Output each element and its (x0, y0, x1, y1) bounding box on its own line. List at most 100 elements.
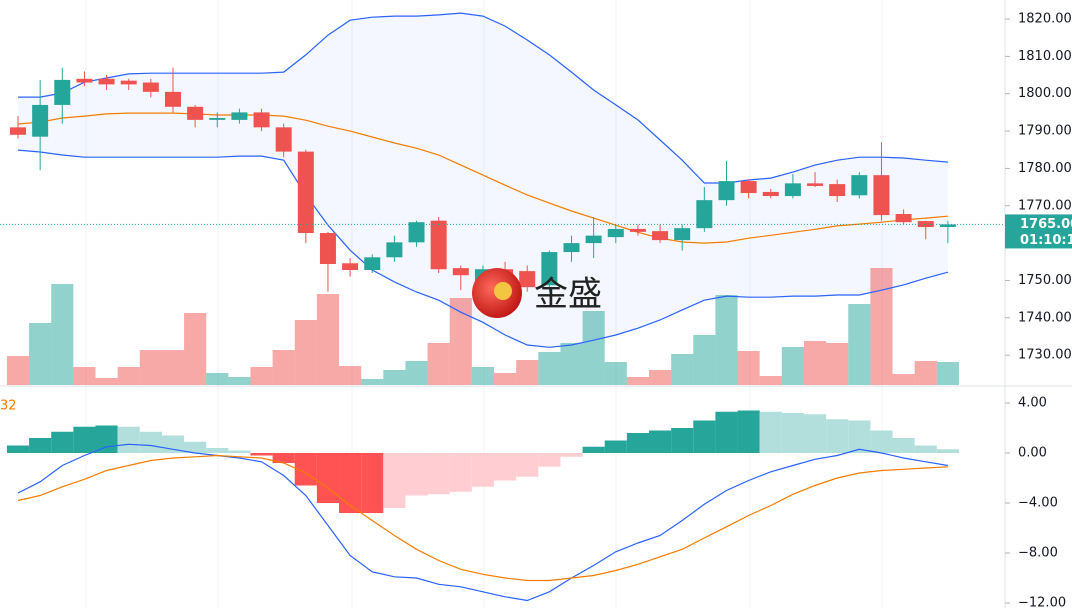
macd-histogram-bar (51, 431, 74, 453)
macd-histogram-bar (759, 411, 782, 453)
candle-body (652, 231, 669, 241)
macd-histogram-bar (494, 453, 517, 481)
volume-bar (272, 350, 295, 385)
candle-body (696, 200, 713, 229)
volume-bar (737, 351, 760, 385)
candle-body (607, 228, 624, 238)
volume-bar (914, 361, 937, 385)
volume-bar (383, 370, 406, 385)
candle-body (851, 175, 868, 196)
macd-histogram-bar (250, 453, 273, 456)
macd-histogram-bar (781, 413, 804, 453)
macd-histogram-bar (339, 453, 362, 513)
candle-body (187, 106, 204, 120)
macd-histogram-bar (206, 448, 229, 453)
volume-bar (648, 370, 672, 385)
macd-histogram-bar (516, 453, 539, 477)
volume-bar (73, 367, 96, 385)
y-tick-label: 1780.00 (1018, 161, 1072, 176)
macd-histogram-bar (538, 453, 561, 467)
macd-histogram-bar (361, 453, 384, 513)
volume-bar (95, 378, 118, 385)
macd-histogram-bar (848, 420, 871, 453)
macd-histogram-bar (471, 453, 495, 487)
volume-bar (427, 343, 450, 385)
macd-histogram-bar (228, 450, 251, 453)
candle-body (319, 233, 336, 265)
candle-body (762, 191, 779, 197)
macd-histogram-bar (671, 428, 694, 453)
volume-bar (449, 298, 472, 385)
volume-bar (339, 366, 362, 385)
volume-bar (848, 304, 871, 385)
y-tick-label: −8.00 (1018, 546, 1058, 561)
candle-body (807, 183, 824, 186)
candle-body (452, 268, 469, 276)
volume-bar (471, 367, 495, 385)
candle-body (917, 221, 934, 228)
volume-bar (715, 295, 738, 385)
volume-bar (228, 377, 251, 385)
macd-histogram-bar (6, 445, 30, 453)
macd-histogram-bar (405, 453, 428, 496)
volume-bar (316, 294, 340, 385)
y-tick-label: 1750.00 (1018, 273, 1072, 288)
candle-body (386, 242, 403, 258)
y-tick-label: 1810.00 (1018, 49, 1072, 64)
candle-body (275, 127, 292, 152)
candle-body (629, 228, 646, 232)
macd-histogram-bar (29, 438, 52, 453)
candle-body (408, 222, 425, 243)
macd-histogram-bar (870, 430, 893, 453)
candle-body (54, 79, 71, 105)
candle-body (297, 151, 314, 234)
y-tick-label: 1740.00 (1018, 310, 1072, 325)
candle-body (740, 181, 757, 194)
volume-bar (671, 354, 694, 385)
volume-bar (693, 335, 716, 385)
volume-bar (161, 350, 185, 385)
volume-bar (892, 374, 915, 385)
candle-body (829, 184, 846, 197)
last-price-label: 1765.00 (1020, 217, 1072, 232)
y-tick-label: 1730.00 (1018, 348, 1072, 363)
candle-body (939, 224, 956, 228)
y-tick-label: 4.00 (1018, 396, 1047, 411)
candle-body (364, 257, 381, 270)
volume-bar (560, 343, 583, 385)
volume-bar (51, 284, 74, 385)
macd-histogram-bar (117, 426, 140, 453)
candle-body (873, 175, 890, 216)
volume-bar (604, 362, 627, 385)
volume-bar (781, 347, 804, 385)
candle-body (120, 80, 137, 85)
volume-bar (494, 373, 517, 385)
indicator-label: 32 (0, 399, 17, 414)
candle-body (32, 104, 49, 137)
y-tick-label: 1770.00 (1018, 198, 1072, 213)
volume-bar (870, 268, 893, 385)
volume-bar (6, 356, 30, 385)
volume-bar (826, 343, 849, 385)
y-tick-label: −12.00 (1018, 596, 1066, 608)
macd-line (17, 443, 948, 602)
candle-body (519, 271, 536, 288)
vertical-grid (85, 0, 883, 608)
candle-body (10, 127, 26, 135)
volume-bar (184, 313, 207, 385)
y-tick-label: −4.00 (1018, 496, 1058, 511)
macd-histogram-bar (936, 449, 959, 453)
macd-histogram-bar (737, 410, 760, 453)
macd-histogram-bar (582, 446, 605, 453)
candle-body (342, 263, 359, 270)
macd-histogram-bar (449, 453, 472, 492)
signal-line (17, 454, 948, 582)
candle-body (253, 112, 270, 128)
volume-bar (117, 367, 140, 385)
y-tick-label: 1800.00 (1018, 86, 1072, 101)
macd-histogram-bar (139, 431, 162, 453)
volume-bar (405, 361, 428, 385)
candle-body (231, 112, 248, 120)
